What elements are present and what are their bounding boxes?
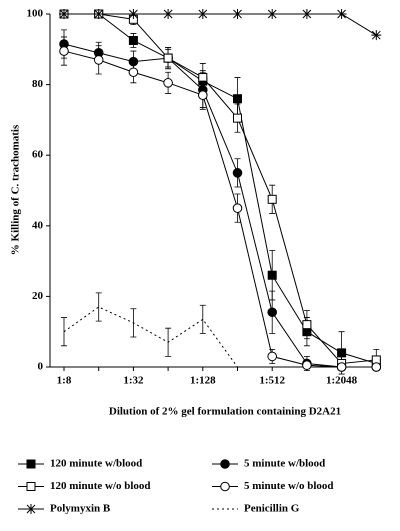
data-point bbox=[267, 270, 277, 280]
data-point bbox=[267, 351, 278, 362]
legend-label: Polymyxin B bbox=[50, 503, 111, 515]
data-point bbox=[233, 94, 242, 104]
data-point bbox=[302, 360, 312, 371]
x-axis-label: Dilution of 2% gel formulation containin… bbox=[109, 406, 341, 418]
legend-marker bbox=[220, 459, 230, 469]
data-point bbox=[232, 9, 243, 19]
legend-label: 5 minute w/o blood bbox=[244, 480, 334, 492]
error-bar bbox=[95, 292, 102, 322]
x-tick-label: 1:2048 bbox=[326, 375, 358, 387]
error-bar bbox=[199, 304, 206, 334]
data-point bbox=[336, 362, 347, 372]
legend-label: 120 minute w/blood bbox=[50, 458, 142, 470]
legend-marker bbox=[26, 504, 36, 514]
data-point bbox=[197, 9, 208, 19]
data-point bbox=[59, 46, 69, 56]
series-line bbox=[63, 50, 377, 368]
y-axis-label: % Killing of C. trachomatis bbox=[10, 124, 22, 255]
data-point bbox=[233, 113, 242, 123]
data-point bbox=[59, 9, 69, 19]
data-point bbox=[267, 307, 278, 318]
y-tick-label: 100 bbox=[27, 8, 44, 20]
data-point bbox=[267, 194, 277, 204]
data-point bbox=[301, 9, 312, 19]
y-tick-label: 40 bbox=[32, 219, 44, 231]
data-point bbox=[128, 9, 139, 19]
data-point bbox=[93, 9, 104, 19]
data-point bbox=[337, 348, 347, 358]
x-tick-label: 1:32 bbox=[123, 375, 144, 387]
data-point bbox=[163, 9, 174, 19]
error-bar bbox=[165, 327, 172, 357]
legend-label: Penicillin G bbox=[244, 503, 300, 515]
data-point bbox=[128, 67, 139, 78]
y-tick-label: 0 bbox=[38, 361, 44, 373]
series-line bbox=[64, 13, 377, 364]
data-point bbox=[93, 55, 104, 65]
x-tick-label: 1:8 bbox=[57, 375, 72, 387]
series-line bbox=[64, 13, 377, 36]
data-point bbox=[302, 320, 312, 330]
data-point bbox=[163, 78, 173, 88]
data-point bbox=[232, 203, 243, 213]
error-bar bbox=[61, 317, 67, 347]
data-point bbox=[232, 168, 243, 178]
legend-marker bbox=[26, 482, 36, 491]
data-point bbox=[198, 90, 208, 100]
series-line bbox=[63, 43, 377, 368]
x-tick-label: 1:128 bbox=[190, 375, 216, 387]
y-tick-label: 60 bbox=[32, 149, 44, 161]
legend-marker bbox=[220, 481, 230, 492]
series-line bbox=[64, 13, 377, 364]
y-tick-label: 80 bbox=[32, 78, 44, 90]
data-point bbox=[128, 35, 138, 45]
data-point bbox=[198, 73, 208, 83]
series-line bbox=[63, 306, 238, 368]
error-bar bbox=[130, 308, 137, 338]
data-point bbox=[163, 53, 173, 63]
data-point bbox=[267, 9, 278, 19]
data-point bbox=[336, 9, 347, 19]
y-tick-label: 20 bbox=[32, 290, 44, 302]
x-tick-label: 1:512 bbox=[259, 375, 285, 387]
data-point bbox=[371, 30, 382, 41]
legend-label: 120 minute w/o blood bbox=[50, 480, 151, 492]
legend-marker bbox=[26, 459, 36, 469]
data-point bbox=[371, 362, 382, 372]
legend-label: 5 minute w/blood bbox=[244, 458, 325, 470]
